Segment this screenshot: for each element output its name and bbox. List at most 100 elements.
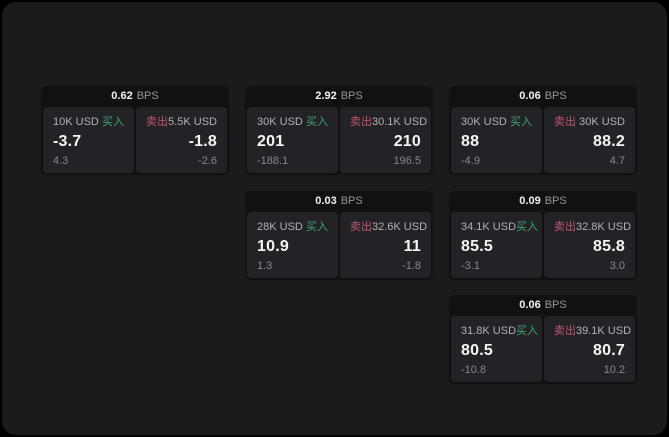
bps-value: 0.06 xyxy=(519,90,541,102)
sell-panel-top: 卖出 39.1K USD xyxy=(554,322,631,338)
sell-panel-top: 卖出 32.6K USD xyxy=(350,218,427,234)
buy-panel-top: 10K USD 买入 xyxy=(53,113,124,129)
buy-panel-top: 28K USD 买入 xyxy=(257,218,328,234)
buy-price-value: -3.7 xyxy=(53,133,82,150)
buy-panel[interactable]: 30K USD 买入 201 -188.1 xyxy=(247,107,338,173)
bps-unit-label: BPS xyxy=(544,195,567,207)
sell-panel[interactable]: 卖出 30K USD 88.2 4.7 xyxy=(544,107,635,173)
quote-panels: 31.8K USD 买入 80.5 -10.8 卖出 39.1K USD 80.… xyxy=(449,316,637,382)
card-header: 0.03 BPS xyxy=(245,191,433,212)
quote-panels: 30K USD 买入 88 -4.9 卖出 30K USD 88.2 4.7 xyxy=(449,107,637,173)
bps-value: 0.06 xyxy=(519,299,541,311)
bps-unit-label: BPS xyxy=(340,195,363,207)
bps-unit-label: BPS xyxy=(136,90,159,102)
card-header: 0.06 BPS xyxy=(449,295,637,316)
sell-amount-label: 32.8K USD xyxy=(576,221,632,233)
sell-side-label: 卖出 xyxy=(350,221,372,233)
bps-unit-label: BPS xyxy=(340,90,363,102)
quote-card: 0.09 BPS 34.1K USD 买入 85.5 -3.1 卖出 32.8K… xyxy=(449,191,637,280)
buy-panel-top: 31.8K USD 买入 xyxy=(461,322,538,338)
buy-amount-label: 30K USD xyxy=(257,116,303,128)
sell-sub-value: -2.6 xyxy=(198,155,217,167)
bps-value: 0.62 xyxy=(111,90,133,102)
buy-side-label: 买入 xyxy=(306,221,328,233)
buy-side-label: 买入 xyxy=(510,116,532,128)
sell-price-value: 210 xyxy=(393,133,421,150)
buy-sub-value: -188.1 xyxy=(257,155,289,167)
sell-panel[interactable]: 卖出 32.8K USD 85.8 3.0 xyxy=(544,212,635,278)
buy-side-label: 买入 xyxy=(306,116,328,128)
quote-panels: 34.1K USD 买入 85.5 -3.1 卖出 32.8K USD 85.8… xyxy=(449,212,637,278)
sell-panel-top: 卖出 30.1K USD xyxy=(350,113,427,129)
sell-amount-label: 30K USD xyxy=(579,116,625,128)
buy-side-label: 买入 xyxy=(516,325,539,337)
buy-amount-label: 30K USD xyxy=(461,116,507,128)
quote-card: 0.03 BPS 28K USD 买入 10.9 1.3 卖出 32.6K US… xyxy=(245,191,433,280)
sell-panel-top: 卖出 5.5K USD xyxy=(146,113,217,129)
sell-side-label: 卖出 xyxy=(146,116,168,128)
bps-unit-label: BPS xyxy=(544,299,567,311)
buy-panel[interactable]: 10K USD 买入 -3.7 4.3 xyxy=(43,107,134,173)
sell-amount-label: 5.5K USD xyxy=(168,116,217,128)
buy-price-value: 10.9 xyxy=(257,238,289,255)
sell-panel[interactable]: 卖出 39.1K USD 80.7 10.2 xyxy=(544,316,635,382)
bps-unit-label: BPS xyxy=(544,90,567,102)
buy-sub-value: -3.1 xyxy=(461,260,480,272)
sell-side-label: 卖出 xyxy=(554,116,576,128)
card-header: 2.92 BPS xyxy=(245,86,433,107)
buy-sub-value: -10.8 xyxy=(461,364,487,376)
sell-sub-value: 10.2 xyxy=(603,364,625,376)
quote-panels: 28K USD 买入 10.9 1.3 卖出 32.6K USD 11 -1.8 xyxy=(245,212,433,278)
buy-sub-value: -4.9 xyxy=(461,155,480,167)
buy-price-value: 201 xyxy=(257,133,285,150)
sell-side-label: 卖出 xyxy=(554,325,576,337)
sell-amount-label: 39.1K USD xyxy=(576,325,632,337)
buy-panel[interactable]: 30K USD 买入 88 -4.9 xyxy=(451,107,542,173)
bps-value: 0.09 xyxy=(519,195,541,207)
quote-panels: 30K USD 买入 201 -188.1 卖出 30.1K USD 210 1… xyxy=(245,107,433,173)
buy-price-value: 80.5 xyxy=(461,342,493,359)
sell-amount-label: 30.1K USD xyxy=(372,116,428,128)
buy-sub-value: 1.3 xyxy=(257,260,273,272)
sell-price-value: 88.2 xyxy=(593,133,625,150)
buy-panel[interactable]: 31.8K USD 买入 80.5 -10.8 xyxy=(451,316,542,382)
sell-sub-value: 196.5 xyxy=(393,155,421,167)
sell-sub-value: 3.0 xyxy=(609,260,625,272)
sell-amount-label: 32.6K USD xyxy=(372,221,428,233)
card-header: 0.62 BPS xyxy=(41,86,229,107)
buy-panel-top: 34.1K USD 买入 xyxy=(461,218,538,234)
quote-card: 0.06 BPS 30K USD 买入 88 -4.9 卖出 30K USD 8… xyxy=(449,86,637,175)
sell-sub-value: 4.7 xyxy=(609,155,625,167)
buy-side-label: 买入 xyxy=(516,221,539,233)
bps-value: 2.92 xyxy=(315,90,337,102)
sell-panel[interactable]: 卖出 5.5K USD -1.8 -2.6 xyxy=(136,107,227,173)
sell-price-value: 80.7 xyxy=(593,342,625,359)
buy-panel[interactable]: 28K USD 买入 10.9 1.3 xyxy=(247,212,338,278)
sell-panel-top: 卖出 30K USD xyxy=(554,113,625,129)
quote-card: 0.62 BPS 10K USD 买入 -3.7 4.3 卖出 5.5K USD… xyxy=(41,86,229,175)
buy-price-value: 85.5 xyxy=(461,238,493,255)
buy-panel-top: 30K USD 买入 xyxy=(461,113,532,129)
buy-amount-label: 34.1K USD xyxy=(461,221,517,233)
sell-panel-top: 卖出 32.8K USD xyxy=(554,218,631,234)
buy-side-label: 买入 xyxy=(102,116,124,128)
sell-panel[interactable]: 卖出 30.1K USD 210 196.5 xyxy=(340,107,431,173)
sell-price-value: -1.8 xyxy=(188,133,217,150)
sell-panel[interactable]: 卖出 32.6K USD 11 -1.8 xyxy=(340,212,431,278)
buy-sub-value: 4.3 xyxy=(53,155,69,167)
buy-amount-label: 10K USD xyxy=(53,116,99,128)
buy-amount-label: 31.8K USD xyxy=(461,325,517,337)
quote-panels: 10K USD 买入 -3.7 4.3 卖出 5.5K USD -1.8 -2.… xyxy=(41,107,229,173)
sell-price-value: 11 xyxy=(403,238,421,255)
sell-price-value: 85.8 xyxy=(593,238,625,255)
buy-amount-label: 28K USD xyxy=(257,221,303,233)
buy-panel-top: 30K USD 买入 xyxy=(257,113,328,129)
buy-panel[interactable]: 34.1K USD 买入 85.5 -3.1 xyxy=(451,212,542,278)
card-header: 0.09 BPS xyxy=(449,191,637,212)
sell-side-label: 卖出 xyxy=(350,116,372,128)
sell-sub-value: -1.8 xyxy=(402,260,421,272)
quote-card: 2.92 BPS 30K USD 买入 201 -188.1 卖出 30.1K … xyxy=(245,86,433,175)
bps-value: 0.03 xyxy=(315,195,337,207)
sell-side-label: 卖出 xyxy=(554,221,576,233)
